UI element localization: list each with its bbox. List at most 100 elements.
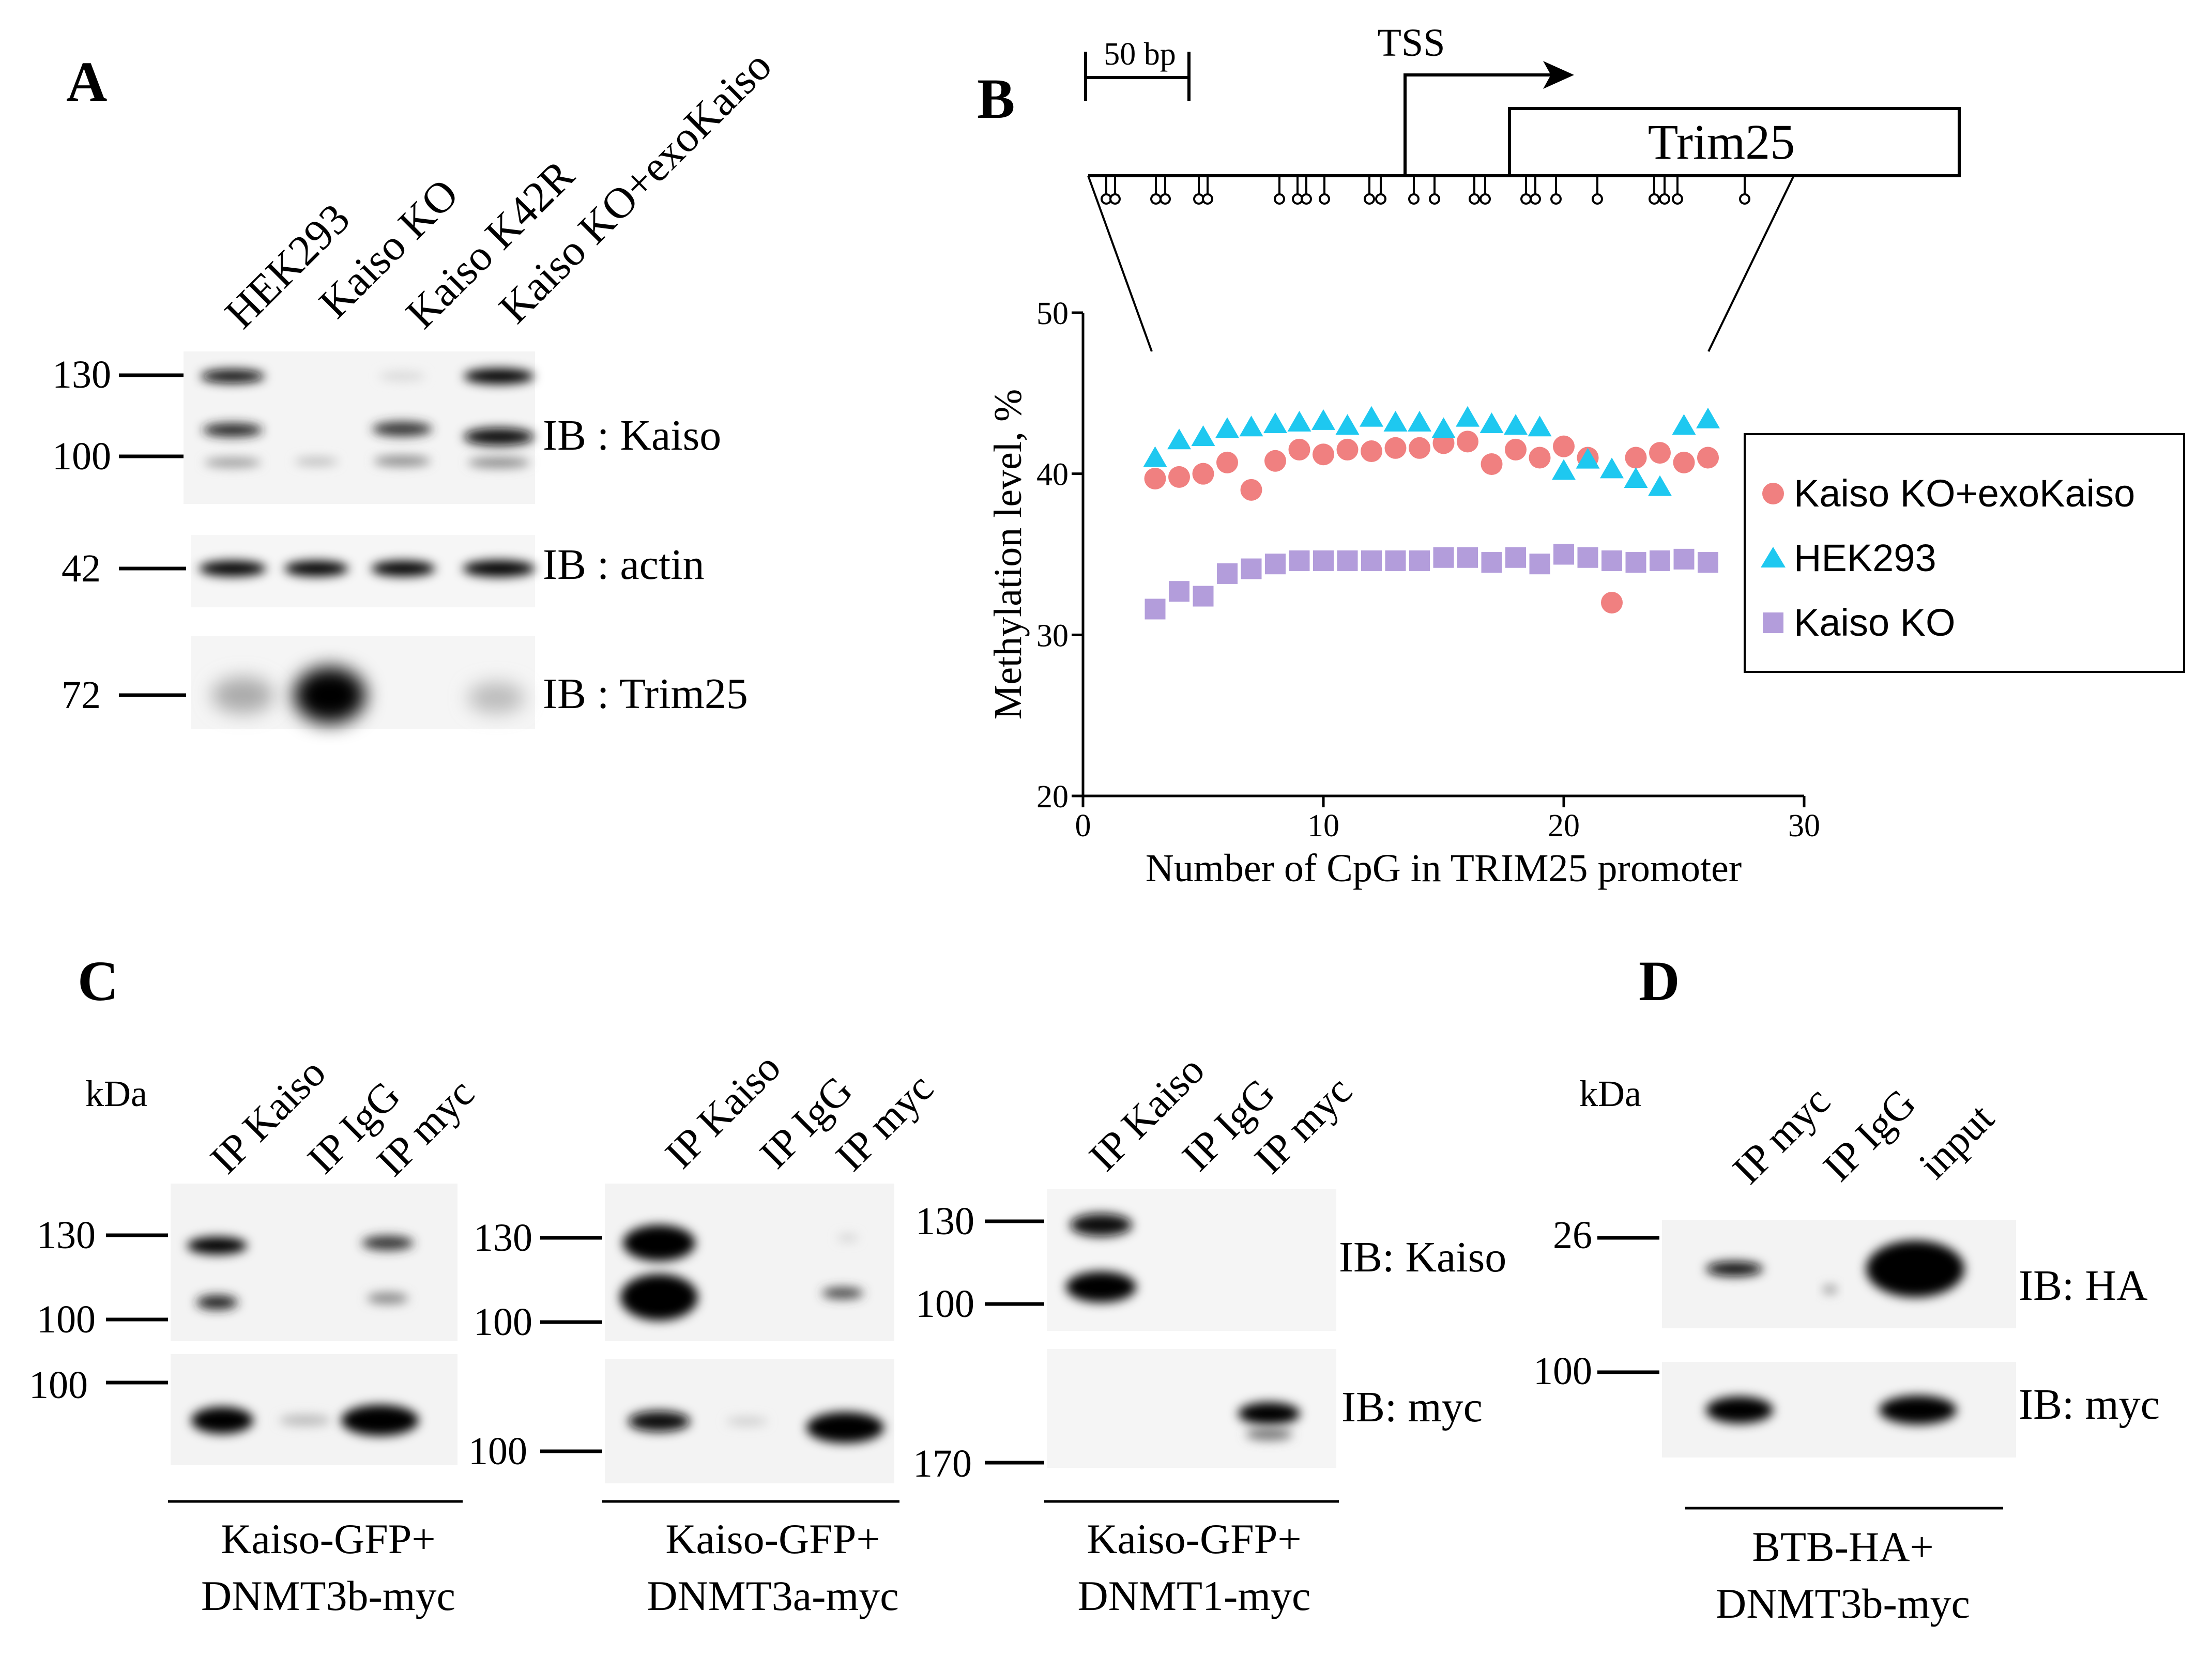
kda-label-d: kDa [1579,1073,1641,1114]
blot-d-ha [1662,1220,2016,1328]
marker-c3-170: 170 [913,1442,972,1485]
point-circle-1 [1144,468,1166,490]
point-square-18 [1553,544,1574,565]
ib-label-d-ha: IB: HA [2019,1262,2148,1310]
panel-b: B 50 bp TSS Trim25 [977,21,2185,890]
y-tick-label: 20 [1036,779,1069,815]
blot-d-myc [1662,1362,2016,1457]
point-circle-10 [1361,440,1382,463]
point-triangle-9 [1335,414,1360,435]
point-triangle-3 [1191,425,1215,446]
ib-label-a-actin: IB : actin [543,541,705,589]
point-circle-21 [1625,447,1647,469]
blot-c1-kaiso [171,1184,457,1341]
panel-d: D kDa IP myc IP IgG input 26 100 IB: HA … [1533,949,2160,1627]
marker-c2-130: 130 [474,1216,532,1260]
point-square-2 [1169,581,1189,602]
point-square-3 [1193,586,1214,607]
point-circle-20 [1601,592,1623,613]
point-circle-3 [1192,463,1214,485]
cpg-sites [1101,176,1750,205]
legend-marker-hek293 [1761,547,1786,567]
point-square-13 [1433,547,1454,568]
ib-label-c-kaiso: IB: Kaiso [1339,1233,1506,1281]
lane-label-d-input: input [1911,1095,2003,1188]
marker-c1-130: 130 [37,1214,96,1257]
point-triangle-10 [1360,406,1383,427]
legend-marker-kaiso-ko-exokaiso [1762,483,1784,504]
point-triangle-7 [1287,410,1311,432]
point-circle-12 [1409,437,1430,459]
ib-label-d-myc: IB: myc [2019,1380,2160,1429]
point-circle-7 [1288,438,1310,461]
panel-d-label: D [1639,949,1680,1012]
blot-a-trim25 [191,636,535,729]
marker-a-72: 72 [62,673,101,717]
x-tick-label: 0 [1075,808,1091,843]
marker-d-26: 26 [1553,1214,1592,1257]
blot-c1-myc [171,1354,457,1465]
point-square-15 [1481,552,1502,573]
point-triangle-4 [1215,417,1239,438]
caption-d-line1: BTB-HA+ [1752,1523,1933,1570]
point-circle-18 [1553,435,1575,457]
point-triangle-23 [1672,414,1696,435]
point-circle-23 [1673,451,1695,473]
x-tick-label: 20 [1548,808,1580,843]
point-circle-11 [1384,437,1407,459]
marker-a-100: 100 [52,435,111,478]
legend-label-hek293: HEK293 [1794,536,1936,579]
marker-a-42: 42 [62,547,101,590]
point-triangle-21 [1624,467,1648,488]
methylation-chart: 20 30 40 50 0 10 20 30 Number of CpG in TRIM25 … [986,296,1820,890]
kda-label-c: kDa [85,1073,147,1114]
lane-label-c2-ip-myc: IP myc [828,1065,942,1180]
y-tick-label: 50 [1036,296,1069,331]
point-square-7 [1289,550,1310,571]
marker-c3-130: 130 [916,1200,974,1243]
point-circle-4 [1216,451,1238,473]
point-triangle-1 [1143,446,1167,467]
point-triangle-2 [1167,428,1191,450]
lane-label-d-ip-igg: IP IgG [1815,1080,1925,1190]
trim25-gene-label: Trim25 [1648,114,1795,170]
lane-label-d-ip-myc: IP myc [1725,1078,1839,1193]
blot-c2-myc [605,1359,894,1483]
point-triangle-19 [1576,448,1600,469]
point-square-5 [1241,558,1262,579]
blot-a-kaiso [184,351,535,504]
panel-a: A HEK293 Kaiso KO Kaiso K42R Kaiso KO+ex… [52,42,781,729]
ib-label-a-kaiso: IB : Kaiso [543,411,721,459]
panel-c-label: C [78,949,118,1012]
point-circle-14 [1457,431,1478,453]
scale-bar-label: 50 bp [1104,37,1176,72]
point-triangle-22 [1648,475,1672,496]
caption-c1-line1: Kaiso-GFP+ [221,1515,435,1562]
chart-legend: Kaiso KO+exoKaiso HEK293 Kaiso KO [1744,433,2185,673]
point-triangle-6 [1263,412,1287,434]
trim25-gene-box [1508,107,1961,177]
chart-x-axis-label: Number of CpG in TRIM25 promoter [1146,847,1742,890]
point-square-16 [1505,547,1526,568]
legend-label-kaiso-ko-exokaiso: Kaiso KO+exoKaiso [1794,472,2135,515]
marker-c1-100: 100 [37,1298,96,1341]
point-square-20 [1601,550,1622,571]
caption-c2-line1: Kaiso-GFP+ [665,1515,880,1562]
point-square-22 [1650,550,1670,571]
marker-a-130: 130 [52,353,111,396]
point-square-11 [1385,550,1406,571]
point-square-19 [1577,547,1598,568]
caption-c3-line1: Kaiso-GFP+ [1087,1515,1301,1562]
blot-c3-myc [1047,1349,1336,1468]
ib-label-c-myc: IB: myc [1341,1383,1483,1431]
legend-marker-kaiso-ko [1763,612,1783,633]
panel-b-label: B [977,67,1015,130]
point-triangle-11 [1383,410,1408,432]
point-triangle-17 [1528,416,1552,437]
y-tick-label: 30 [1036,618,1069,653]
point-circle-24 [1697,447,1719,469]
point-circle-9 [1336,438,1359,461]
point-triangle-12 [1408,410,1431,432]
point-square-14 [1457,547,1478,568]
